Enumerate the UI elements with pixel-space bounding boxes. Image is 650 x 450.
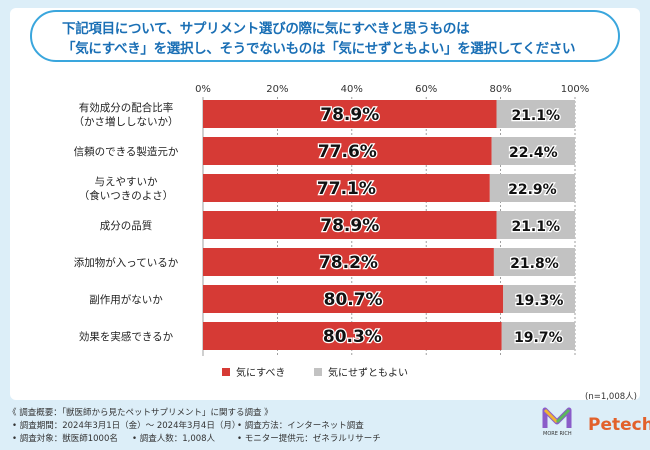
- bar-no-need: [491, 137, 575, 165]
- bar-should-care: [203, 174, 490, 202]
- bar-no-need: [489, 174, 575, 202]
- category-label: 効果を実感できるか: [79, 330, 174, 343]
- bar-should-care: [203, 322, 502, 350]
- survey-respondents: • 調査人数：1,008人: [132, 434, 216, 444]
- data-label: 19.3%: [515, 293, 564, 309]
- category-label: 信頼のできる製造元か: [74, 145, 179, 158]
- data-label: 78.2%: [319, 253, 378, 273]
- bar-no-need: [503, 285, 575, 313]
- logo-caption: MORE RICH: [543, 431, 572, 437]
- category-label: 添加物が入っているか: [74, 256, 179, 269]
- data-label: 80.3%: [323, 327, 382, 347]
- data-label: 19.7%: [514, 330, 563, 346]
- x-tick-label: 20%: [266, 84, 288, 95]
- brand-name: Petech: [588, 415, 650, 435]
- x-tick-label: 60%: [415, 84, 437, 95]
- bar-no-need: [496, 100, 575, 128]
- question-header: 下記項目について、サプリメント選びの際に気にすべきと思うものは 「気にすべき」を…: [30, 10, 620, 62]
- survey-footer: 《 調査概要：「獣医師から見たペットサプリメント」に関する調査 》 • 調査期間…: [0, 400, 650, 450]
- bar-should-care: [203, 137, 492, 165]
- bar-no-need: [496, 211, 575, 239]
- bar-no-need: [501, 322, 575, 350]
- x-tick-label: 40%: [341, 84, 363, 95]
- data-label: 77.6%: [318, 142, 377, 162]
- x-tick-label: 0%: [195, 84, 211, 95]
- sample-size: (n=1,008人): [585, 392, 637, 402]
- x-tick-label: 100%: [561, 84, 590, 95]
- data-label: 78.9%: [320, 105, 379, 125]
- question-line-1: 下記項目について、サプリメント選びの際に気にすべきと思うものは: [62, 21, 470, 37]
- more-rich-logo-icon: [542, 407, 572, 428]
- survey-subjects: • 調査対象：獣医師1000名: [12, 434, 118, 444]
- legend-label: 気にせずともよい: [328, 366, 408, 379]
- data-label: 21.8%: [510, 256, 559, 272]
- bar-should-care: [203, 211, 497, 239]
- data-label: 21.1%: [511, 219, 560, 235]
- survey-overview: 《 調査概要：「獣医師から見たペットサプリメント」に関する調査 》: [8, 408, 273, 418]
- bar-should-care: [203, 285, 504, 313]
- data-label: 21.1%: [511, 108, 560, 124]
- data-label: 22.4%: [509, 145, 558, 161]
- x-tick-label: 80%: [489, 84, 511, 95]
- survey-provider: • モニター提供元：ゼネラルリサーチ: [237, 434, 381, 444]
- bar-should-care: [203, 248, 494, 276]
- legend-swatch-should-care: [222, 368, 230, 376]
- data-label: 80.7%: [324, 290, 383, 310]
- category-label: 成分の品質: [100, 219, 153, 232]
- category-label: 与えやすいか（食いつきのよさ）: [79, 176, 174, 202]
- bar-no-need: [493, 248, 575, 276]
- data-label: 22.9%: [508, 182, 557, 198]
- bar-should-care: [203, 100, 497, 128]
- stacked-bar-chart: 0% 20% 40% 60% 80% 100% 有効成分の配合比率（かさ増ししないか） 78.…: [74, 84, 590, 379]
- survey-period: • 調査期間：2024年3月1日（金）～ 2024年3月4日（月）: [12, 421, 241, 431]
- question-line-2: 「気にすべき」を選択し、そうでないものは「気にせずともよい」を選択してください: [62, 41, 576, 57]
- legend-swatch-no-need: [314, 368, 322, 376]
- legend-label: 気にすべき: [236, 366, 285, 379]
- survey-method: • 調査方法：インターネット調査: [237, 421, 364, 431]
- data-label: 77.1%: [317, 179, 376, 199]
- data-label: 78.9%: [320, 216, 379, 236]
- category-label: 有効成分の配合比率（かさ増ししないか）: [74, 101, 179, 128]
- category-label: 副作用がないか: [89, 293, 163, 306]
